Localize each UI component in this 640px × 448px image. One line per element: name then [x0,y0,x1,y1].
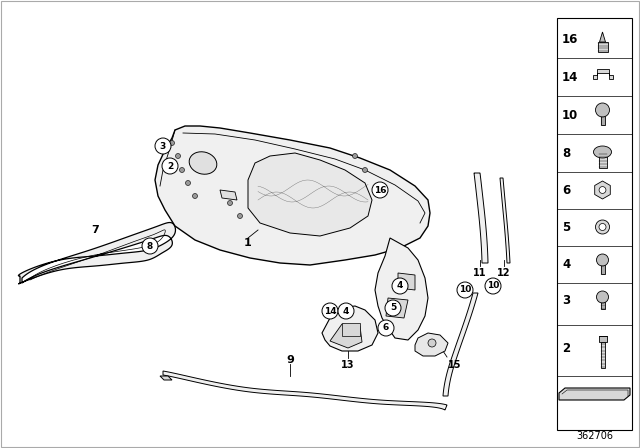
Circle shape [175,154,180,159]
Ellipse shape [593,146,611,158]
Text: 15: 15 [448,360,461,370]
Circle shape [170,141,175,146]
Polygon shape [398,273,415,290]
Circle shape [392,278,408,294]
Bar [600,264,605,274]
Polygon shape [322,306,378,351]
Circle shape [155,138,171,154]
Circle shape [372,182,388,198]
Text: 14: 14 [324,306,336,315]
Polygon shape [375,238,428,340]
Polygon shape [443,293,478,396]
Circle shape [162,158,178,174]
Polygon shape [559,388,630,400]
Circle shape [596,291,609,303]
Bar [600,115,605,125]
Polygon shape [474,173,488,263]
Circle shape [485,278,501,294]
Circle shape [595,220,609,234]
Circle shape [353,154,358,159]
Text: 2: 2 [167,161,173,171]
Circle shape [179,168,184,172]
Text: 8: 8 [147,241,153,250]
Text: 362706: 362706 [577,431,614,441]
Text: 5: 5 [562,220,570,233]
Text: 2: 2 [562,343,570,356]
Circle shape [193,194,198,198]
Circle shape [378,320,394,336]
Text: 10: 10 [562,108,579,121]
Polygon shape [415,333,448,356]
Text: 6: 6 [383,323,389,332]
Bar [600,342,605,368]
Polygon shape [593,69,612,79]
Ellipse shape [189,152,217,174]
Circle shape [457,282,473,298]
Bar [557,18,632,430]
Text: 1: 1 [244,238,252,248]
Text: 3: 3 [562,294,570,307]
Polygon shape [248,153,372,236]
Circle shape [599,224,606,231]
Text: 8: 8 [562,146,570,159]
Bar [598,336,607,342]
Text: 11: 11 [473,268,487,278]
Bar [598,42,607,52]
Text: 16: 16 [374,185,387,194]
Circle shape [186,181,191,185]
Circle shape [142,238,158,254]
Polygon shape [220,190,237,200]
Circle shape [237,214,243,219]
Circle shape [596,254,609,266]
Text: 4: 4 [343,306,349,315]
Text: 7: 7 [91,225,99,235]
Text: 13: 13 [341,360,355,370]
Polygon shape [342,323,360,336]
Text: 10: 10 [459,285,471,294]
Text: 6: 6 [562,184,570,197]
Text: 5: 5 [390,303,396,313]
Text: 12: 12 [497,268,511,278]
Polygon shape [330,324,362,348]
Circle shape [362,168,367,172]
Text: 3: 3 [160,142,166,151]
Circle shape [428,339,436,347]
Text: 9: 9 [286,355,294,365]
Text: 4: 4 [562,258,570,271]
Text: 4: 4 [397,281,403,290]
Text: 14: 14 [562,70,579,83]
Circle shape [599,186,606,194]
Polygon shape [19,223,175,284]
Circle shape [227,201,232,206]
Bar [598,152,607,168]
Polygon shape [160,376,172,380]
Circle shape [595,103,609,117]
Polygon shape [600,32,605,42]
Bar [600,301,605,309]
Polygon shape [155,126,430,265]
Text: 16: 16 [562,33,579,46]
Circle shape [322,303,338,319]
Polygon shape [386,298,408,318]
Circle shape [338,303,354,319]
Polygon shape [163,371,447,410]
Polygon shape [595,181,611,199]
Text: 10: 10 [487,281,499,290]
Circle shape [385,300,401,316]
Polygon shape [500,178,510,263]
